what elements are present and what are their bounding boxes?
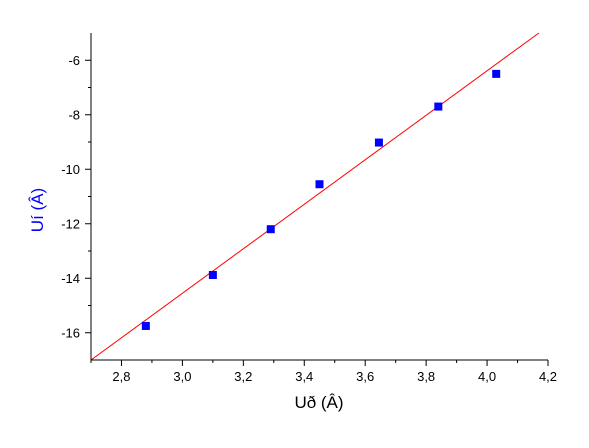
y-axis-title: Uí (Â) [28, 188, 47, 232]
data-point [434, 102, 443, 111]
fit-line-layer [90, 32, 540, 361]
y-tick-label: -16 [61, 325, 80, 340]
x-tick-label: 3,6 [356, 369, 374, 384]
y-tick-label: -10 [61, 162, 80, 177]
y-tick-label: -14 [61, 271, 80, 286]
data-point [208, 270, 217, 279]
fit-line [90, 32, 540, 361]
x-tick-label: 3,8 [417, 369, 435, 384]
x-tick-label: 4,0 [478, 369, 496, 384]
x-tick-label: 3,0 [173, 369, 191, 384]
data-point [266, 225, 275, 234]
x-tick-label: 3,2 [234, 369, 252, 384]
y-tick-label: -12 [61, 216, 80, 231]
data-point [315, 180, 324, 189]
y-tick-label: -6 [68, 53, 80, 68]
x-tick-label: 3,4 [295, 369, 313, 384]
x-tick-label: 2,8 [112, 369, 130, 384]
y-tick-label: -8 [68, 107, 80, 122]
data-point [374, 138, 383, 147]
axes-layer: 2,8 3,0 3,2 3,4 3,6 3,8 4,0 4,2 -16 -14 -12 -10 -8 -6 [61, 33, 557, 384]
data-point [492, 69, 501, 78]
x-tick-label: 4,2 [539, 369, 557, 384]
data-points-layer [141, 69, 501, 330]
x-axis-title: Uð (Â) [294, 393, 343, 412]
data-point [141, 321, 150, 330]
